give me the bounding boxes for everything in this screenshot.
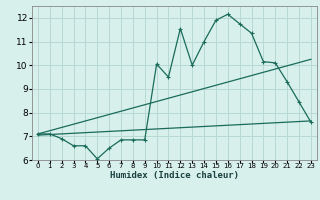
X-axis label: Humidex (Indice chaleur): Humidex (Indice chaleur) bbox=[110, 171, 239, 180]
